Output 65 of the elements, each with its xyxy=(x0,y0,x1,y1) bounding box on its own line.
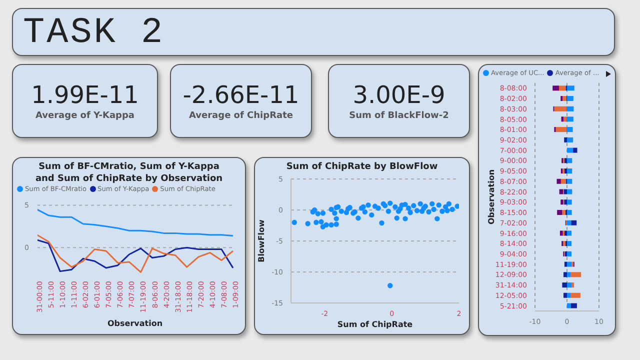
bar xyxy=(567,168,572,174)
bar xyxy=(567,116,574,122)
text: -2.66E-11 xyxy=(182,81,300,109)
y-axis-title: BlowFlow xyxy=(256,218,266,262)
bar xyxy=(567,303,571,308)
bar xyxy=(560,230,563,236)
bar xyxy=(564,189,567,194)
bar xyxy=(571,282,574,288)
bar xyxy=(567,189,572,194)
bar xyxy=(564,137,567,142)
bar xyxy=(567,241,572,246)
text: Average of ChipRate xyxy=(189,111,293,121)
bar xyxy=(570,292,580,298)
bar xyxy=(564,168,567,174)
bar xyxy=(567,282,572,288)
bar xyxy=(557,210,562,215)
bar xyxy=(562,210,566,215)
bar xyxy=(567,262,572,267)
bar xyxy=(573,148,578,153)
bar xyxy=(567,106,574,112)
chart-title: Sum of BF-CMratio, Sum of Y-Kappa and Sum of ChipRate by Observation xyxy=(34,161,224,185)
bar xyxy=(567,210,572,215)
text: 3.00E-9 xyxy=(352,81,446,109)
bar xyxy=(570,303,577,308)
bar xyxy=(567,220,572,226)
x-axis-title: Observation xyxy=(107,319,163,328)
bar xyxy=(567,86,574,91)
bar xyxy=(563,292,567,298)
chart-title: Sum of ChipRate by BlowFlow xyxy=(285,161,439,173)
text: Sum of BlackFlow-2 xyxy=(349,111,449,121)
bar xyxy=(567,178,572,184)
bar xyxy=(567,148,574,153)
bar xyxy=(564,158,567,164)
bar xyxy=(567,137,574,142)
bar xyxy=(564,262,567,267)
bar xyxy=(554,106,567,112)
text: 1.99E-11 xyxy=(31,81,139,109)
bar xyxy=(559,86,566,91)
bar xyxy=(567,96,574,101)
bar xyxy=(564,230,567,236)
bar xyxy=(564,200,567,205)
x-axis-title: Sum of ChipRate xyxy=(337,320,414,329)
y-axis-title: Observation xyxy=(486,169,496,225)
bar xyxy=(567,251,572,256)
bar xyxy=(567,230,572,236)
bar xyxy=(567,200,572,205)
bar xyxy=(567,292,571,298)
bar xyxy=(567,158,572,164)
bar xyxy=(560,178,566,184)
bar xyxy=(562,282,567,288)
bar xyxy=(571,220,577,226)
bar xyxy=(567,127,573,132)
bar xyxy=(559,189,564,194)
bar xyxy=(556,127,567,132)
bar xyxy=(560,200,564,205)
text: TASK 2 xyxy=(13,9,614,55)
bar xyxy=(570,272,582,278)
text: Average of Y-Kappa xyxy=(36,111,134,121)
bar xyxy=(563,272,567,278)
bar xyxy=(552,86,559,91)
bar xyxy=(562,96,566,101)
line-series xyxy=(36,208,234,236)
bar xyxy=(563,116,567,122)
bar xyxy=(567,272,571,278)
bar xyxy=(556,178,561,184)
